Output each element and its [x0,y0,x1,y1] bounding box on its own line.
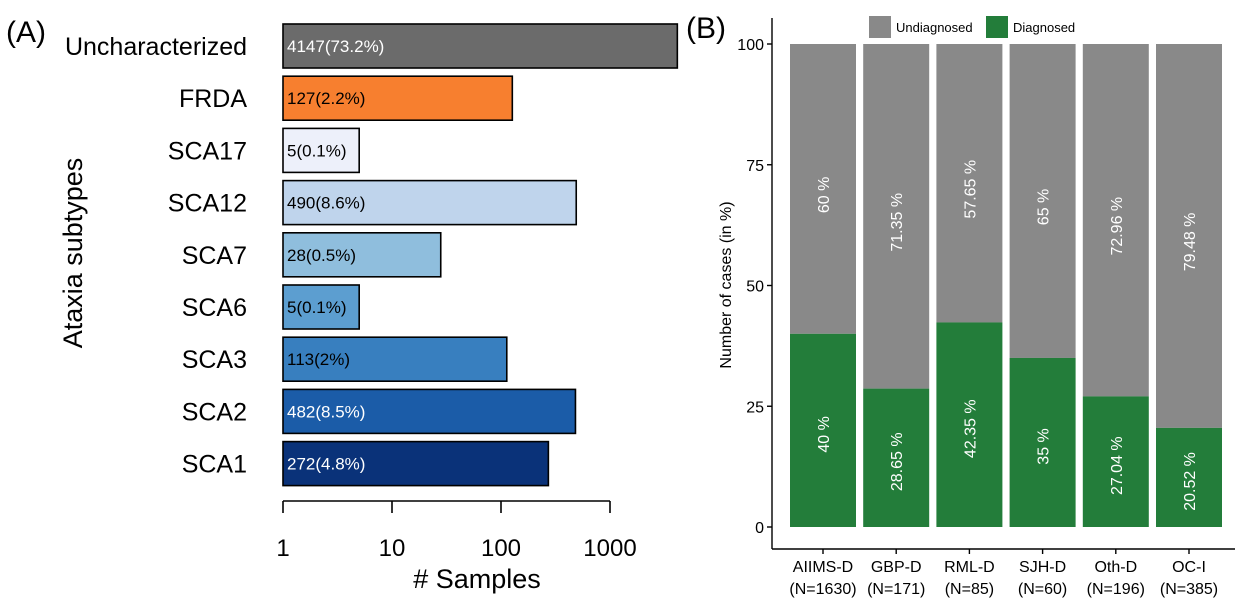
category-count-label: (N=85) [945,581,994,598]
category-label: SCA3 [182,346,247,374]
category-label: OC-I [1172,559,1206,576]
y-tick-label: 25 [746,399,764,416]
bar-segment-diagnosed [936,322,1003,527]
segment-label-diagnosed: 28.65 % [889,432,906,491]
category-label: AIIMS-D [793,559,853,576]
bar [282,440,550,487]
category-label: RML-D [944,559,995,576]
bar [282,75,514,121]
segment-label-diagnosed: 42.35 % [962,399,979,458]
bar-value-label: 113(2%) [287,350,350,369]
x-tick-label: 100 [481,535,521,562]
category-label: SCA1 [182,451,247,479]
panel-b-bars: 60 % 40 % AIIMS-D (N=1630) 71.35 % 28.65 % GBP… [789,44,1222,598]
bar-value-label: 28(0.5%) [287,246,356,265]
x-tick-label: 1 [276,535,289,562]
category-label: Oth-D [1094,559,1137,576]
segment-label-undiagnosed: 57.65 % [962,160,979,219]
category-label: SCA12 [168,190,247,218]
bar-value-label: 5(0.1%) [287,298,347,317]
segment-label-undiagnosed: 72.96 % [1109,197,1126,256]
bar [282,23,679,69]
panel-b-y-axis-title: Number of cases (in %) [718,201,735,368]
panel-a-y-axis-title: Ataxia subtypes [58,158,88,349]
bar-segment-diagnosed [863,388,930,527]
segment-label-diagnosed: 20.52 % [1182,452,1199,511]
category-label: SJH-D [1019,559,1066,576]
bar [282,232,442,278]
bar-segment-diagnosed [1082,396,1149,527]
y-tick-label: 50 [746,279,764,296]
legend-swatch-diagnosed [986,16,1008,38]
panel-b-axes: 0 25 50 75 100 [737,18,1235,554]
x-tick-label: 10 [379,535,406,562]
category-count-label: (N=171) [867,581,925,598]
bar-value-label: 490(8.6%) [287,194,365,213]
x-tick-label: 1000 [583,535,636,562]
category-label: SCA7 [182,242,247,270]
bar-segment-diagnosed [1009,357,1076,527]
category-label: SCA17 [168,137,247,165]
bar [282,284,360,330]
legend-label-undiagnosed: Undiagnosed [896,20,973,35]
panel-a-label: (A) [6,16,46,49]
bar [282,336,508,383]
segment-label-undiagnosed: 65 % [1036,189,1053,225]
panel-a-x-axis-title: # Samples [413,564,541,594]
category-label: SCA2 [182,398,247,426]
bar-value-label: 4147(73.2%) [287,37,384,56]
category-label: FRDA [179,85,247,113]
segment-label-diagnosed: 40 % [816,416,833,452]
bar-segment-diagnosed [790,333,856,527]
y-tick-label: 100 [737,37,764,54]
segment-label-undiagnosed: 71.35 % [889,193,906,252]
bar-value-label: 482(8.5%) [287,402,365,421]
bar-value-label: 127(2.2%) [287,89,365,108]
bar-segment-undiagnosed [863,44,930,389]
bar-segment-diagnosed [1156,427,1222,527]
segment-label-undiagnosed: 60 % [816,177,833,213]
segment-label-undiagnosed: 79.48 % [1182,213,1199,272]
category-count-label: (N=60) [1018,581,1067,598]
category-count-label: (N=385) [1160,581,1218,598]
bar-value-label: 5(0.1%) [287,141,347,160]
bar [282,388,577,435]
y-tick-label: 75 [746,158,764,175]
category-label: GBP-D [871,559,922,576]
legend-label-diagnosed: Diagnosed [1013,20,1075,35]
legend-swatch-undiagnosed [869,16,891,38]
bar-segment-undiagnosed [936,44,1003,323]
bar [282,127,360,174]
category-label: SCA6 [182,294,247,322]
segment-label-diagnosed: 27.04 % [1109,436,1126,495]
bar [282,179,578,226]
bar-segment-undiagnosed [790,44,856,334]
bar-segment-undiagnosed [1009,44,1076,358]
bar-value-label: 272(4.8%) [287,455,365,474]
segment-label-diagnosed: 35 % [1036,428,1053,464]
category-count-label: (N=1630) [789,581,856,598]
panel-b-label: (B) [686,12,726,45]
category-label: Uncharacterized [65,33,247,61]
panel-b-legend: Undiagnosed Diagnosed [869,16,1075,38]
category-count-label: (N=196) [1087,581,1145,598]
bar-segment-undiagnosed [1156,44,1222,428]
y-tick-label: 0 [755,520,764,537]
panel-a-bars: Uncharacterized 4147(73.2%) FRDA 127(2.2%) S… [65,23,679,487]
bar-segment-undiagnosed [1082,44,1149,397]
panel-a-x-axis: 1 10 100 1000 [276,500,637,562]
